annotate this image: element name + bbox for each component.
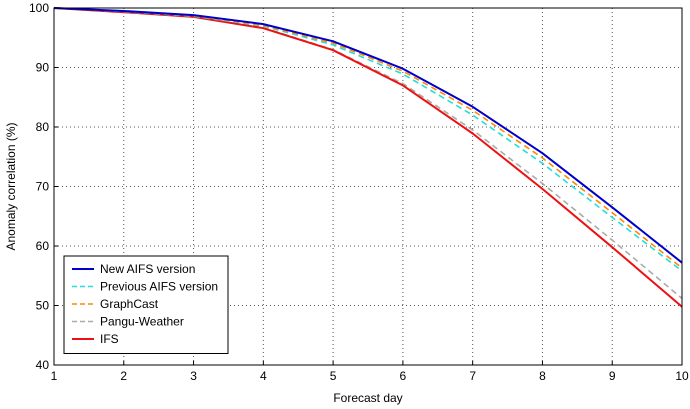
x-tick-label: 2 — [120, 369, 127, 383]
y-tick-label: 100 — [29, 1, 49, 15]
series-line-new-aifs-version — [53, 7, 683, 264]
y-tick-label: 80 — [36, 120, 50, 134]
x-tick-label: 6 — [400, 369, 407, 383]
x-tick-label: 5 — [330, 369, 337, 383]
series-line-graphcast — [53, 7, 683, 269]
legend-label: IFS — [100, 332, 119, 346]
x-tick-label: 4 — [260, 369, 267, 383]
y-tick-label: 60 — [36, 239, 50, 253]
series-line-pangu-weather — [53, 7, 683, 300]
legend-label: New AIFS version — [100, 262, 195, 276]
x-tick-label: 8 — [539, 369, 546, 383]
y-axis-title: Anomaly correlation (%) — [4, 122, 18, 250]
y-tick-label: 90 — [36, 61, 50, 75]
x-tick-label: 3 — [190, 369, 197, 383]
x-tick-label: 9 — [609, 369, 616, 383]
y-tick-label: 40 — [36, 358, 50, 372]
axis-ticks: 1 2 3 4 5 6 7 8 9 10 40 50 60 70 80 90 100 — [29, 1, 689, 383]
series-line-previous-aifs-version — [53, 7, 683, 272]
y-tick-label: 70 — [36, 180, 50, 194]
legend-label: Pangu-Weather — [100, 315, 184, 329]
y-tick-label: 50 — [36, 299, 50, 313]
legend: New AIFS version Previous AIFS version Gra… — [63, 255, 229, 354]
x-axis-title: Forecast day — [333, 391, 402, 405]
x-tick-label: 10 — [675, 369, 689, 383]
x-tick-label: 1 — [51, 369, 58, 383]
legend-label: GraphCast — [100, 297, 159, 311]
series-lines — [53, 7, 683, 308]
x-tick-label: 7 — [469, 369, 476, 383]
legend-label: Previous AIFS version — [100, 280, 218, 294]
